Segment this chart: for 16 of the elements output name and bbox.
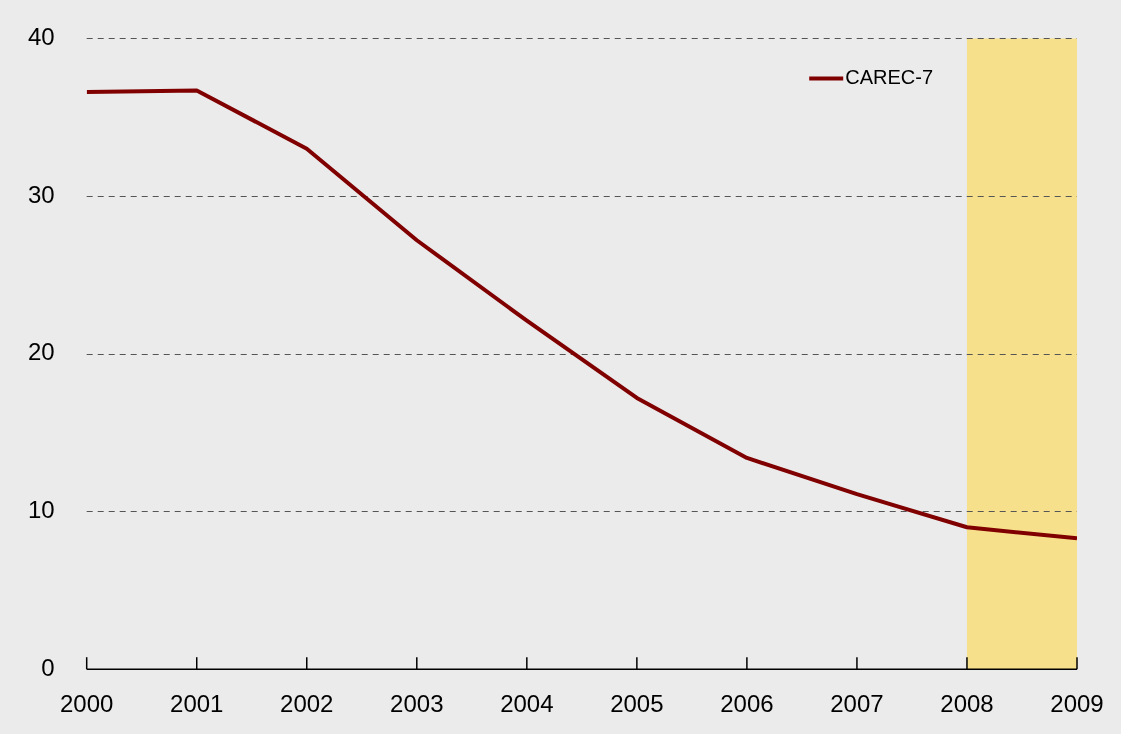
x-tick-label: 2002 xyxy=(280,690,334,718)
x-tick-label: 2006 xyxy=(720,690,774,718)
x-tick-label: 2000 xyxy=(60,690,114,718)
x-tick-label: 2001 xyxy=(170,690,224,718)
y-tick-label: 10 xyxy=(27,496,55,524)
x-tick-label: 2003 xyxy=(390,690,444,718)
y-tick-label: 20 xyxy=(27,338,55,366)
y-tick-label: 40 xyxy=(27,23,55,51)
x-tick-label: 2008 xyxy=(940,690,994,718)
y-tick-label: 0 xyxy=(41,653,55,681)
x-tick-label: 2007 xyxy=(830,690,884,718)
y-tick-label: 30 xyxy=(27,180,55,208)
x-tick-label: 2004 xyxy=(500,690,554,718)
legend-label: CAREC-7 xyxy=(845,65,933,88)
x-tick-label: 2009 xyxy=(1050,690,1104,718)
x-tick-label: 2005 xyxy=(610,690,664,718)
